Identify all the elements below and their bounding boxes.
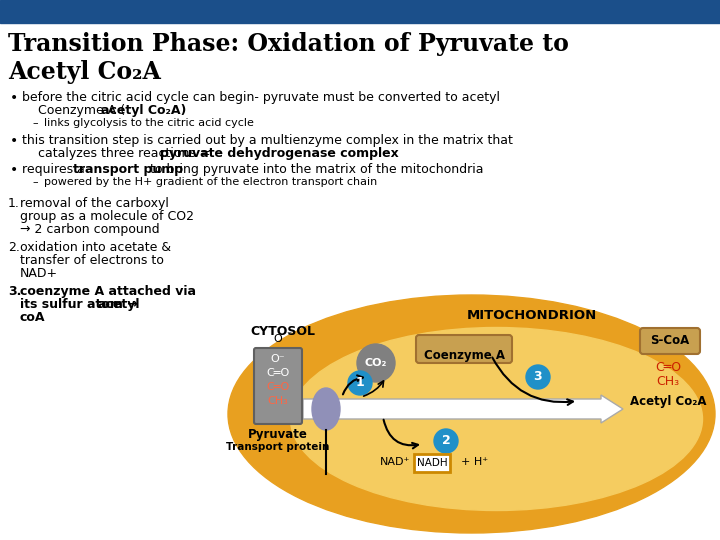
Text: –: – <box>32 177 37 187</box>
Text: 3.: 3. <box>8 285 22 298</box>
Text: •: • <box>10 91 18 105</box>
Text: Transport protein: Transport protein <box>226 442 330 452</box>
Text: coenzyme A attached via: coenzyme A attached via <box>20 285 196 298</box>
Text: 1.: 1. <box>8 197 20 210</box>
FancyBboxPatch shape <box>414 454 450 472</box>
Text: –: – <box>32 118 37 128</box>
Circle shape <box>357 344 395 382</box>
Text: pyruvate dehydrogenase complex: pyruvate dehydrogenase complex <box>160 147 399 160</box>
Text: C═O: C═O <box>266 368 289 378</box>
Bar <box>0 0 720 23</box>
Text: Coenzyme A (: Coenzyme A ( <box>22 104 125 117</box>
Text: requires a: requires a <box>22 163 89 176</box>
Text: NADH: NADH <box>417 458 447 468</box>
Text: NAD⁺: NAD⁺ <box>380 457 410 467</box>
Circle shape <box>526 365 550 389</box>
FancyBboxPatch shape <box>640 328 700 354</box>
Text: MITOCHONDRION: MITOCHONDRION <box>467 309 597 322</box>
Text: → 2 carbon compound: → 2 carbon compound <box>20 223 160 236</box>
Text: coA: coA <box>20 311 45 324</box>
Text: + H⁺: + H⁺ <box>462 457 489 467</box>
Text: transport pump: transport pump <box>73 163 183 176</box>
Text: O: O <box>274 334 282 344</box>
FancyArrow shape <box>303 395 623 423</box>
Text: Transition Phase: Oxidation of Pyruvate to: Transition Phase: Oxidation of Pyruvate … <box>8 32 569 56</box>
Text: 2: 2 <box>441 435 451 448</box>
Text: oxidation into acetate &: oxidation into acetate & <box>20 241 171 254</box>
Text: CYTOSOL: CYTOSOL <box>251 325 315 338</box>
Text: to bring pyruvate into the matrix of the mitochondria: to bring pyruvate into the matrix of the… <box>146 163 484 176</box>
Text: removal of the carboxyl: removal of the carboxyl <box>20 197 169 210</box>
Text: NAD+: NAD+ <box>20 267 58 280</box>
Text: links glycolysis to the citric acid cycle: links glycolysis to the citric acid cycl… <box>44 118 254 128</box>
Text: transfer of electrons to: transfer of electrons to <box>20 254 164 267</box>
Circle shape <box>348 371 372 395</box>
Text: catalyzes three reactions =: catalyzes three reactions = <box>22 147 215 160</box>
FancyBboxPatch shape <box>254 348 302 424</box>
Text: CO₂: CO₂ <box>365 358 387 368</box>
Text: acetyl Co₂A): acetyl Co₂A) <box>101 104 186 117</box>
Ellipse shape <box>228 295 715 533</box>
Text: •: • <box>10 163 18 177</box>
Text: Coenzyme A: Coenzyme A <box>423 349 505 362</box>
Text: powered by the H+ gradient of the electron transport chain: powered by the H+ gradient of the electr… <box>44 177 377 187</box>
Text: O⁻: O⁻ <box>271 354 285 364</box>
Text: group as a molecule of CO2: group as a molecule of CO2 <box>20 210 194 223</box>
Text: C═O: C═O <box>655 361 681 374</box>
Ellipse shape <box>312 388 340 430</box>
Ellipse shape <box>290 327 703 510</box>
FancyBboxPatch shape <box>416 335 512 363</box>
Text: Pyruvate: Pyruvate <box>248 428 308 441</box>
Text: acetyl: acetyl <box>97 298 140 311</box>
Circle shape <box>434 429 458 453</box>
Text: •: • <box>10 134 18 148</box>
Text: CH₃: CH₃ <box>268 396 289 406</box>
Text: its sulfur atom →: its sulfur atom → <box>20 298 142 311</box>
Text: Acetyl Co₂A: Acetyl Co₂A <box>8 60 161 84</box>
Text: Acetyl Co₂A: Acetyl Co₂A <box>630 395 706 408</box>
Text: ⁻: ⁻ <box>286 330 291 340</box>
Text: 2.: 2. <box>8 241 20 254</box>
Text: before the citric acid cycle can begin- pyruvate must be converted to acetyl: before the citric acid cycle can begin- … <box>22 91 500 104</box>
Text: 3: 3 <box>534 370 542 383</box>
Text: S-CoA: S-CoA <box>650 334 690 348</box>
Text: CH₃: CH₃ <box>657 375 680 388</box>
Text: this transition step is carried out by a multienzyme complex in the matrix that: this transition step is carried out by a… <box>22 134 513 147</box>
Text: 1: 1 <box>356 376 364 389</box>
Text: C═O: C═O <box>266 382 289 392</box>
